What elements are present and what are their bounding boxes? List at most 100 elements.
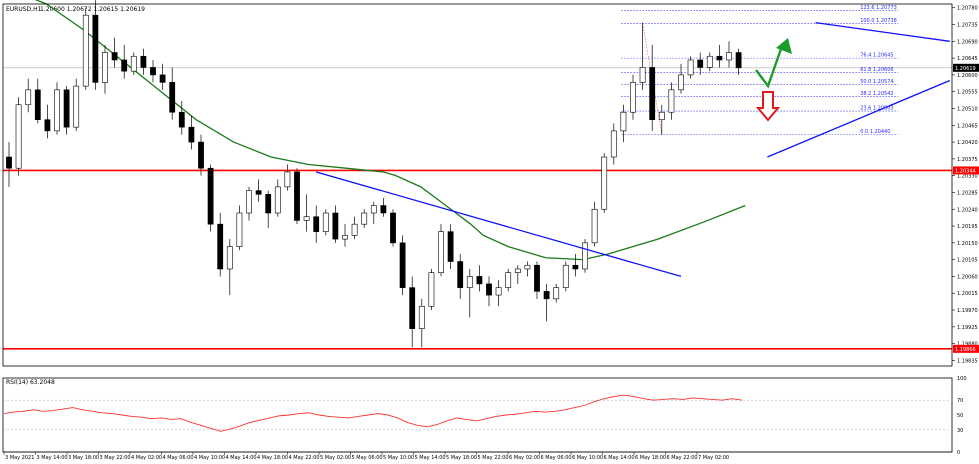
candle-body	[418, 305, 425, 329]
candle-body	[54, 89, 60, 132]
time-label: 3 May 2021	[5, 455, 34, 460]
main-frame	[2, 3, 953, 367]
price-label: 1.20780	[957, 6, 978, 12]
time-label: 4 May 06:00	[163, 455, 194, 460]
candle-body	[351, 223, 358, 236]
level-price-label: 1.20344	[955, 168, 976, 174]
candle-body	[140, 55, 147, 68]
candle-body	[34, 89, 41, 120]
arrow-down-icon	[755, 91, 781, 122]
candle-body	[198, 141, 204, 169]
candle-body	[332, 212, 339, 240]
time-label: 5 May 06:00	[352, 455, 383, 460]
price-label: 1.20060	[957, 274, 978, 280]
trendline	[815, 22, 950, 42]
rsi-line	[3, 394, 743, 432]
rsi-label: RSI(14) 63.2048	[6, 379, 55, 386]
candle-body	[342, 235, 348, 240]
candle-body	[486, 283, 492, 296]
time-label: 4 May 14:00	[226, 455, 257, 460]
rsi-level-label: 30	[957, 428, 963, 434]
moving-average-line	[34, 0, 746, 261]
candle-body	[313, 216, 320, 232]
current-price-label: 1.20619	[955, 66, 976, 72]
candle-body	[370, 205, 377, 214]
candle-body	[505, 272, 512, 288]
candle-body	[553, 287, 560, 300]
candle-body	[217, 223, 224, 270]
candle-body	[687, 59, 694, 76]
fib-level-label: 0.0 1.20440	[860, 129, 890, 135]
candle-body	[678, 74, 684, 91]
candle-body	[697, 59, 704, 68]
candle-body	[457, 261, 464, 288]
candle-body	[390, 212, 396, 244]
level-price-tag	[953, 344, 979, 353]
candle-body	[15, 104, 22, 169]
price-label: 1.20240	[957, 207, 978, 213]
candle-body	[582, 242, 588, 270]
candle-body	[322, 212, 329, 232]
price-label: 1.19970	[957, 308, 978, 314]
candle-body	[361, 212, 368, 225]
candle-body	[25, 89, 32, 106]
candle-body	[428, 272, 435, 307]
time-label: 5 May 22:00	[478, 455, 509, 460]
price-label: 1.19925	[957, 325, 978, 331]
candle-body	[658, 111, 665, 120]
candle-body	[639, 67, 646, 83]
time-label: 4 May 02:00	[131, 455, 162, 460]
candle-body	[543, 291, 550, 300]
time-label: 6 May 02:00	[509, 455, 540, 460]
candle-body	[226, 246, 233, 270]
candle-body	[649, 67, 656, 120]
candle-body	[572, 264, 579, 270]
candle-body	[92, 14, 99, 83]
time-label: 6 May 14:00	[604, 455, 635, 460]
candle-body	[178, 111, 185, 128]
price-label: 1.20510	[957, 106, 978, 112]
price-label: 1.20150	[957, 241, 978, 247]
candle-body	[409, 287, 416, 329]
candle-body	[668, 89, 675, 113]
candle-body	[294, 171, 300, 221]
arrow-up-head-icon	[776, 38, 792, 54]
time-label: 3 May 18:00	[68, 455, 99, 460]
time-label: 6 May 18:00	[635, 455, 666, 460]
current-price-tag	[953, 63, 979, 72]
price-label: 1.20330	[957, 174, 978, 180]
fib-level-label: 38.2 1.20542	[860, 91, 893, 97]
candle-body	[111, 52, 118, 61]
fib-level-label: 76.4 1.20645	[860, 53, 893, 59]
fib-level-label: 50.0 1.20574	[860, 79, 893, 85]
price-label: 1.20600	[957, 73, 978, 79]
price-label: 1.20555	[957, 90, 978, 96]
fib-level-label: 123.6 1.20773	[860, 5, 897, 11]
candle-body	[447, 231, 454, 262]
time-label: 5 May 10:00	[383, 455, 414, 460]
candle-body	[159, 74, 166, 83]
ohlc-readout: 1.20600 1.20672 1.20615 1.20619	[40, 6, 145, 13]
fib-level-label: 100.0 1.20738	[860, 18, 897, 24]
candle-body	[73, 85, 80, 128]
level-price-label: 1.19866	[955, 347, 976, 353]
rsi-level-label: 50	[957, 413, 963, 419]
candle-body	[284, 171, 291, 188]
candle-body	[601, 156, 608, 210]
time-label: 5 May 14:00	[415, 455, 446, 460]
candle-body	[236, 212, 243, 247]
candle-body	[716, 55, 723, 61]
time-label: 3 May 14:00	[37, 455, 68, 460]
time-label: 6 May 06:00	[541, 455, 572, 460]
price-label: 1.19835	[957, 358, 978, 364]
candle-body	[735, 52, 742, 69]
price-label: 1.20285	[957, 190, 978, 196]
candle-body	[466, 276, 473, 288]
time-label: 4 May 10:00	[194, 455, 225, 460]
candle-body	[121, 59, 128, 72]
candle-body	[534, 264, 540, 292]
candle-body	[44, 119, 51, 132]
candle-body	[246, 190, 252, 214]
candle-body	[169, 82, 176, 113]
